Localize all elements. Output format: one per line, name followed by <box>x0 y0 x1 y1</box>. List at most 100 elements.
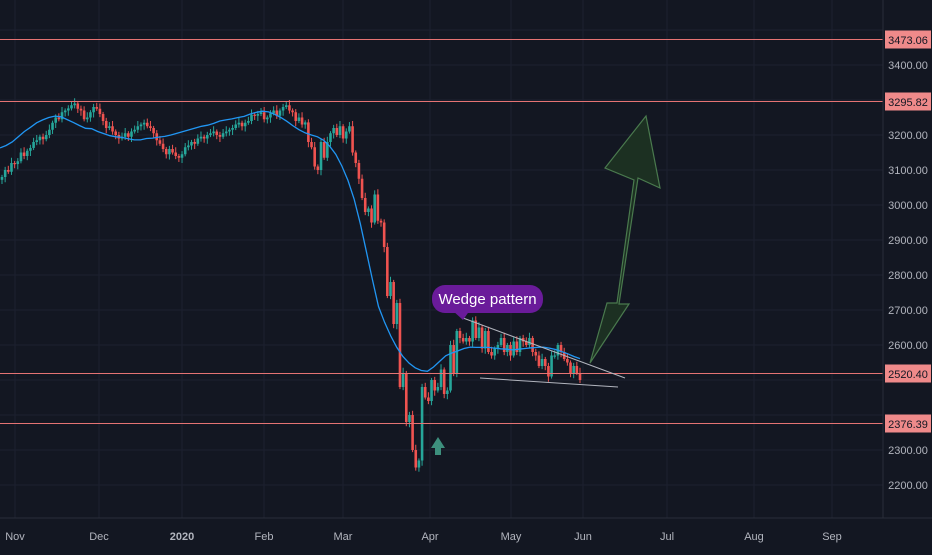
time-tick-label: Apr <box>421 531 438 543</box>
candle-body <box>493 348 497 356</box>
candle-body <box>237 122 241 125</box>
candle-body <box>351 126 354 153</box>
candle-body <box>215 131 219 135</box>
candle <box>395 299 399 330</box>
candle-body <box>547 366 550 377</box>
candle-body <box>316 166 320 170</box>
price-axis-labels: 2200.00 2300.00 2600.00 2700.00 2800.00 2900.… <box>888 60 928 492</box>
candle-body <box>370 208 373 223</box>
candle-body <box>531 338 534 352</box>
candle <box>35 135 39 146</box>
time-tick-label: Mar <box>334 531 353 543</box>
candle-body <box>89 112 92 118</box>
candle <box>199 131 203 142</box>
candle <box>367 206 370 217</box>
candle <box>275 105 279 119</box>
candle-body <box>149 126 152 128</box>
candle <box>566 353 569 366</box>
time-axis[interactable] <box>0 517 932 550</box>
candle <box>215 129 219 140</box>
time-tick-label: Dec <box>89 531 109 543</box>
candle-body <box>525 341 528 345</box>
candle-body <box>458 331 462 338</box>
candle <box>329 131 332 147</box>
candle <box>51 120 54 134</box>
candle <box>145 118 149 129</box>
time-tick-label: Aug <box>744 531 764 543</box>
candle-body <box>152 128 155 134</box>
candle-body <box>174 152 178 156</box>
candle-body <box>243 122 247 127</box>
price-axis[interactable] <box>882 0 932 518</box>
candle-body <box>145 122 149 127</box>
candle <box>221 129 225 139</box>
candle-body <box>436 387 440 391</box>
candle <box>468 335 471 346</box>
candle <box>73 98 76 109</box>
candle <box>490 346 493 359</box>
candle-body <box>13 163 16 165</box>
candle-body <box>60 112 64 120</box>
candle-body <box>206 135 209 139</box>
candle <box>228 127 231 136</box>
candle-body <box>379 220 383 223</box>
candle-body <box>67 108 70 111</box>
candle <box>376 189 380 224</box>
candle-body <box>199 136 203 139</box>
candle <box>13 160 16 169</box>
candle-body <box>82 110 86 120</box>
annotation-bubble <box>432 285 543 313</box>
candle-body <box>25 150 29 156</box>
candle <box>319 138 323 176</box>
candle <box>392 279 395 329</box>
candle <box>528 332 531 349</box>
candle-body <box>256 114 260 116</box>
candle-body <box>534 352 538 356</box>
candle-body <box>291 110 294 113</box>
candle <box>224 126 228 137</box>
time-tick-label: Nov <box>5 531 25 543</box>
candle <box>398 298 402 390</box>
candle-body <box>196 138 200 144</box>
candle-body <box>496 345 500 349</box>
candle-body <box>51 122 54 130</box>
candle <box>360 174 364 201</box>
candle <box>206 131 209 144</box>
candle <box>452 339 455 377</box>
candle-body <box>414 450 418 468</box>
candle-body <box>297 117 301 121</box>
candle-body <box>250 114 253 121</box>
candle <box>439 364 443 391</box>
candle-body <box>278 110 282 116</box>
candle <box>404 370 408 427</box>
candle <box>22 147 26 160</box>
candle-body <box>307 122 310 142</box>
candle-body <box>32 142 35 148</box>
level-label-text: 3473.06 <box>888 35 928 47</box>
level-label-text: 2376.39 <box>888 419 928 431</box>
candle-body <box>329 133 332 142</box>
candle-body <box>512 341 515 356</box>
candle-body <box>234 124 238 128</box>
candle-body <box>408 415 411 422</box>
candle-body <box>423 387 427 398</box>
candle-body <box>449 345 452 391</box>
time-tick-label: Feb <box>255 531 274 543</box>
candle <box>427 392 430 405</box>
wedge-upper-line <box>462 317 626 379</box>
candle-body <box>22 152 26 156</box>
horizontal-levels <box>0 39 883 424</box>
candle <box>414 444 418 471</box>
candle <box>187 140 190 151</box>
candle <box>512 337 515 358</box>
wedge-annotation[interactable]: Wedge pattern <box>432 285 543 320</box>
price-tick-label: 2900.00 <box>888 235 928 247</box>
candle-body <box>439 369 443 387</box>
candle <box>338 121 342 139</box>
candle-body <box>499 338 503 345</box>
candle <box>386 242 389 299</box>
annotation-text: Wedge pattern <box>438 291 536 308</box>
candle-body <box>262 112 266 120</box>
